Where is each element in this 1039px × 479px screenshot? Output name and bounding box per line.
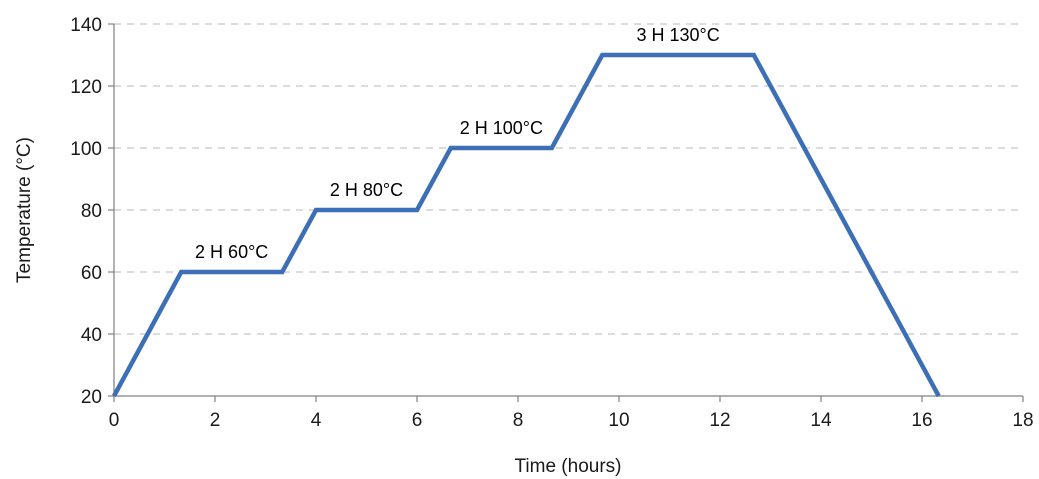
annotation-layer: 2 H 60°C 2 H 80°C 2 H 100°C 3 H 130°C [195,25,720,262]
y-tick-label: 20 [81,387,102,408]
plateau-annotation: 2 H 100°C [460,118,543,138]
series-layer [112,52,941,398]
x-tick-label: 2 [210,410,221,431]
x-tick-label: 18 [1012,410,1033,431]
plateau-annotation: 2 H 60°C [195,242,268,262]
x-tick-label: 0 [109,410,120,431]
plateau-annotation: 3 H 130°C [636,25,719,45]
y-tick-label: 140 [70,15,102,36]
x-tick-label: 10 [608,410,629,431]
y-tick-label: 100 [70,139,102,160]
temperature-series-line [112,52,941,398]
plateau-annotation: 2 H 80°C [330,180,403,200]
x-tick-label: 4 [311,410,322,431]
tick-layer: 20 40 60 80 100 120 140 0 2 4 6 8 10 12 14 16 18 [70,15,1033,431]
y-tick-label: 40 [81,325,102,346]
y-tick-label: 120 [70,77,102,98]
x-axis-title: Time (hours) [515,456,622,477]
y-tick-label: 60 [81,263,102,284]
y-axis-title: Temperature (°C) [14,137,35,283]
x-tick-label: 14 [810,410,832,431]
y-tick-label: 80 [81,201,102,222]
x-tick-label: 16 [911,410,932,431]
x-tick-label: 12 [709,410,730,431]
x-tick-label: 6 [412,410,423,431]
x-tick-label: 8 [513,410,524,431]
grid-layer [114,23,1023,335]
